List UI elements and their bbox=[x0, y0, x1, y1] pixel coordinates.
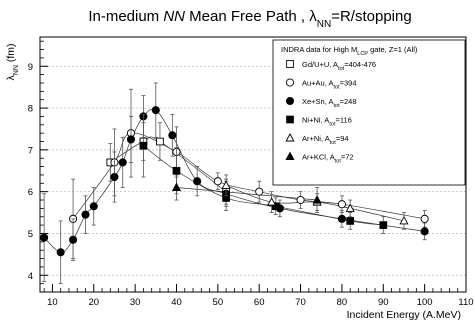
legend-label: Ar+KCl, Atot=72 bbox=[302, 153, 354, 165]
legend-header-pre: INDRA data for High M bbox=[281, 45, 357, 54]
data-point bbox=[213, 177, 222, 186]
legend-marker bbox=[285, 151, 295, 160]
x-tick-label: 50 bbox=[213, 297, 224, 308]
data-point bbox=[337, 214, 346, 223]
title-middle: Mean Free Path , bbox=[185, 8, 309, 25]
data-point bbox=[56, 248, 65, 257]
legend-box bbox=[272, 39, 466, 186]
data-point bbox=[337, 200, 346, 209]
y-tick-label: 9 bbox=[28, 62, 33, 73]
grid bbox=[40, 65, 466, 276]
legend-label: Gd/U+U, Atot=404-476 bbox=[302, 60, 376, 72]
data-point bbox=[267, 197, 277, 206]
x-tick-label: 110 bbox=[458, 297, 473, 308]
legend-label: Xe+Sn, Atot=248 bbox=[302, 97, 357, 109]
data-point bbox=[221, 180, 231, 189]
data-point bbox=[110, 172, 119, 182]
data-point bbox=[172, 166, 181, 175]
data-point bbox=[345, 203, 355, 212]
data-point bbox=[126, 135, 136, 144]
data-point bbox=[296, 195, 305, 205]
legend-label: Ar+Ni, Atot=94 bbox=[302, 134, 349, 146]
x-tick-label: 100 bbox=[417, 297, 433, 308]
data-point bbox=[151, 106, 160, 115]
data-marks bbox=[40, 82, 429, 285]
y-tick-label: 7 bbox=[28, 145, 33, 156]
x-tick-label: 70 bbox=[295, 297, 306, 308]
x-tick-label: 60 bbox=[254, 297, 265, 308]
ylabel-lambda: λ bbox=[5, 74, 17, 80]
data-point bbox=[420, 214, 429, 223]
x-tick-label: 40 bbox=[171, 297, 182, 308]
data-point bbox=[118, 158, 127, 167]
data-point bbox=[168, 131, 177, 140]
chart-title: In-medium NN Mean Free Path , λNN=R/stop… bbox=[88, 8, 411, 30]
x-tick-label: 80 bbox=[337, 297, 348, 308]
data-point bbox=[271, 202, 280, 211]
x-tick-label: 10 bbox=[47, 297, 58, 308]
legend-header-post: gate, Z=1 (All) bbox=[368, 45, 418, 54]
title-lambda: λ bbox=[309, 8, 317, 25]
y-tick-label: 6 bbox=[28, 187, 33, 198]
legend-header-sub: LCP bbox=[357, 51, 368, 57]
legend-marker bbox=[285, 96, 295, 106]
data-point bbox=[171, 182, 182, 191]
data-point bbox=[193, 177, 202, 186]
trend-curve bbox=[176, 187, 318, 201]
title-prefix: In-medium bbox=[88, 8, 163, 25]
title-italic: NN bbox=[163, 8, 185, 25]
x-tick-label: 20 bbox=[88, 297, 99, 308]
legend: INDRA data for High MLCP gate, Z=1 (All)… bbox=[272, 39, 466, 186]
title-suffix: =R/stopping bbox=[331, 8, 411, 25]
trend-curve bbox=[110, 136, 227, 192]
data-point bbox=[255, 187, 264, 196]
legend-header: INDRA data for High MLCP gate, Z=1 (All) bbox=[281, 45, 418, 57]
legend-label: Au+Au, Atot=394 bbox=[302, 79, 357, 91]
x-tick-label: 30 bbox=[130, 297, 141, 308]
ylabel-unit: (fm) bbox=[5, 44, 17, 66]
x-tick-label: 90 bbox=[378, 297, 389, 308]
data-point bbox=[420, 227, 429, 236]
y-tick-label: 8 bbox=[28, 104, 33, 115]
legend-entries: Gd/U+U, Atot=404-476 Au+Au, Atot=394 Xe+Sn… bbox=[285, 60, 376, 165]
legend-marker bbox=[285, 133, 295, 142]
data-point bbox=[399, 215, 409, 225]
data-point bbox=[69, 235, 78, 244]
ylabel-sub: NN bbox=[13, 65, 20, 75]
y-tick-label: 4 bbox=[28, 271, 33, 282]
x-axis-label: Incident Energy (A.MeV) bbox=[347, 309, 461, 321]
data-point bbox=[312, 195, 322, 204]
plot-frame bbox=[39, 36, 467, 293]
data-point bbox=[346, 217, 355, 225]
data-point bbox=[89, 202, 98, 211]
data-point bbox=[40, 233, 49, 242]
axis-ticks: 4 5 6 7 8 9 10 20 30 40 50 60 70 80 90 100 110 bbox=[28, 40, 474, 308]
legend-marker bbox=[285, 78, 295, 87]
legend-label: Ni+Ni, Atot=116 bbox=[302, 116, 352, 128]
y-tick-label: 5 bbox=[28, 229, 33, 240]
data-point bbox=[379, 221, 388, 229]
data-point bbox=[81, 210, 90, 219]
legend-marker bbox=[286, 115, 294, 124]
data-point bbox=[156, 137, 164, 146]
legend-marker bbox=[286, 60, 294, 68]
title-lambda-sub: NN bbox=[317, 19, 331, 30]
data-point bbox=[139, 141, 148, 150]
y-axis-label: λNN (fm) bbox=[5, 44, 20, 81]
